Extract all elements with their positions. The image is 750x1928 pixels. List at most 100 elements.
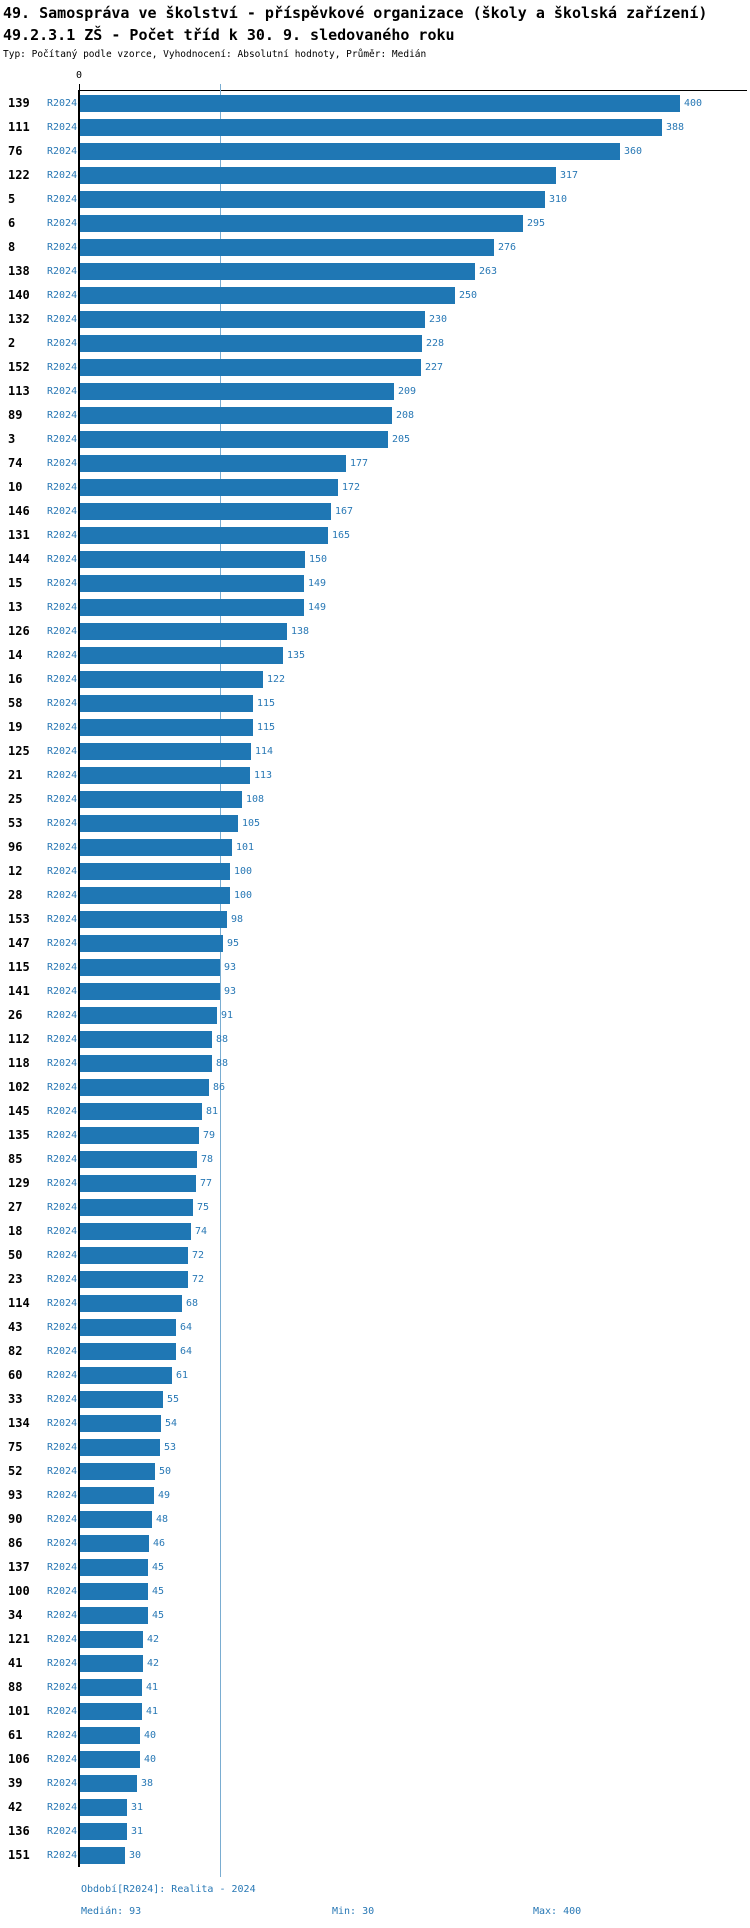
bar-row: 39 R2024 38	[0, 1771, 750, 1795]
row-series-label: R2024	[47, 1537, 78, 1549]
bar-track: 149	[78, 595, 750, 619]
bar	[80, 1270, 188, 1288]
bar	[80, 910, 227, 928]
bar-value-label: 86	[213, 1081, 226, 1093]
bar-row: 88 R2024 41	[0, 1675, 750, 1699]
bar-value-label: 122	[267, 673, 286, 685]
bar	[80, 1558, 148, 1576]
bar-track: 31	[78, 1819, 750, 1843]
bar-value-label: 177	[350, 457, 369, 469]
bar-track: 205	[78, 427, 750, 451]
row-id-label: 118	[8, 1056, 30, 1070]
bar-track: 42	[78, 1651, 750, 1675]
bar-track: 105	[78, 811, 750, 835]
bar-chart-rows: 139 R2024 400 111 R2024 388 76 R2024 360…	[0, 91, 750, 1867]
row-id-label: 75	[8, 1440, 23, 1454]
bar	[80, 1510, 152, 1528]
row-id-label: 137	[8, 1560, 30, 1574]
row-id-label: 34	[8, 1608, 23, 1622]
bar	[80, 1702, 142, 1720]
bar	[80, 358, 421, 376]
bar-value-label: 31	[131, 1825, 144, 1837]
row-series-label: R2024	[47, 409, 78, 421]
bar-track: 310	[78, 187, 750, 211]
bar-track: 114	[78, 739, 750, 763]
bar-row: 152 R2024 227	[0, 355, 750, 379]
footer-median-label: Medián: 93	[81, 1906, 142, 1917]
bar	[80, 142, 620, 160]
row-series-label: R2024	[47, 1705, 78, 1717]
row-id-label: 134	[8, 1416, 30, 1430]
row-series-label: R2024	[47, 1033, 78, 1045]
bar	[80, 1054, 212, 1072]
row-series-label: R2024	[47, 625, 78, 637]
bar-track: 30	[78, 1843, 750, 1867]
bar-track: 138	[78, 619, 750, 643]
bar-row: 151 R2024 30	[0, 1843, 750, 1867]
bar-value-label: 75	[197, 1201, 210, 1213]
bar-value-label: 40	[144, 1753, 157, 1765]
row-series-label: R2024	[47, 1129, 78, 1141]
bar	[80, 382, 394, 400]
page-title: 49. Samospráva ve školství - příspěvkové…	[3, 4, 708, 22]
row-id-label: 3	[8, 432, 16, 446]
bar-track: 64	[78, 1339, 750, 1363]
bar-value-label: 388	[666, 121, 685, 133]
row-series-label: R2024	[47, 1201, 78, 1213]
bar-row: 60 R2024 61	[0, 1363, 750, 1387]
bar-track: 75	[78, 1195, 750, 1219]
row-id-label: 18	[8, 1224, 23, 1238]
bar-track: 101	[78, 835, 750, 859]
bar-track: 42	[78, 1627, 750, 1651]
bar	[80, 190, 545, 208]
bar-track: 113	[78, 763, 750, 787]
bar	[80, 598, 304, 616]
bar	[80, 214, 523, 232]
row-series-label: R2024	[47, 1177, 78, 1189]
bar-track: 41	[78, 1699, 750, 1723]
bar	[80, 454, 346, 472]
row-id-label: 106	[8, 1752, 30, 1766]
bar-value-label: 38	[141, 1777, 154, 1789]
bar-row: 28 R2024 100	[0, 883, 750, 907]
row-series-label: R2024	[47, 121, 78, 133]
bar-row: 89 R2024 208	[0, 403, 750, 427]
bar	[80, 1606, 148, 1624]
bar	[80, 406, 392, 424]
row-id-label: 93	[8, 1488, 23, 1502]
bar-row: 18 R2024 74	[0, 1219, 750, 1243]
bar-track: 209	[78, 379, 750, 403]
bar-row: 33 R2024 55	[0, 1387, 750, 1411]
bar	[80, 958, 220, 976]
bar-value-label: 400	[684, 97, 703, 109]
row-series-label: R2024	[47, 865, 78, 877]
bar	[80, 1198, 193, 1216]
bar-value-label: 31	[131, 1801, 144, 1813]
row-series-label: R2024	[47, 1153, 78, 1165]
row-id-label: 12	[8, 864, 23, 878]
bar-row: 53 R2024 105	[0, 811, 750, 835]
bar	[80, 334, 422, 352]
row-series-label: R2024	[47, 529, 78, 541]
bar-value-label: 72	[192, 1273, 205, 1285]
bar-value-label: 250	[459, 289, 478, 301]
bar-value-label: 149	[308, 601, 327, 613]
bar	[80, 310, 425, 328]
bar-track: 48	[78, 1507, 750, 1531]
row-series-label: R2024	[47, 601, 78, 613]
bar-track: 228	[78, 331, 750, 355]
x-axis-line	[78, 90, 747, 91]
row-id-label: 121	[8, 1632, 30, 1646]
row-id-label: 82	[8, 1344, 23, 1358]
row-series-label: R2024	[47, 1297, 78, 1309]
bar-track: 135	[78, 643, 750, 667]
bar-value-label: 310	[549, 193, 568, 205]
bar	[80, 286, 455, 304]
bar-row: 96 R2024 101	[0, 835, 750, 859]
chart-subtitle: Typ: Počítaný podle vzorce, Vyhodnocení:…	[3, 49, 427, 60]
row-id-label: 27	[8, 1200, 23, 1214]
bar	[80, 502, 331, 520]
median-line	[220, 84, 221, 1877]
row-series-label: R2024	[47, 1609, 78, 1621]
row-series-label: R2024	[47, 1633, 78, 1645]
